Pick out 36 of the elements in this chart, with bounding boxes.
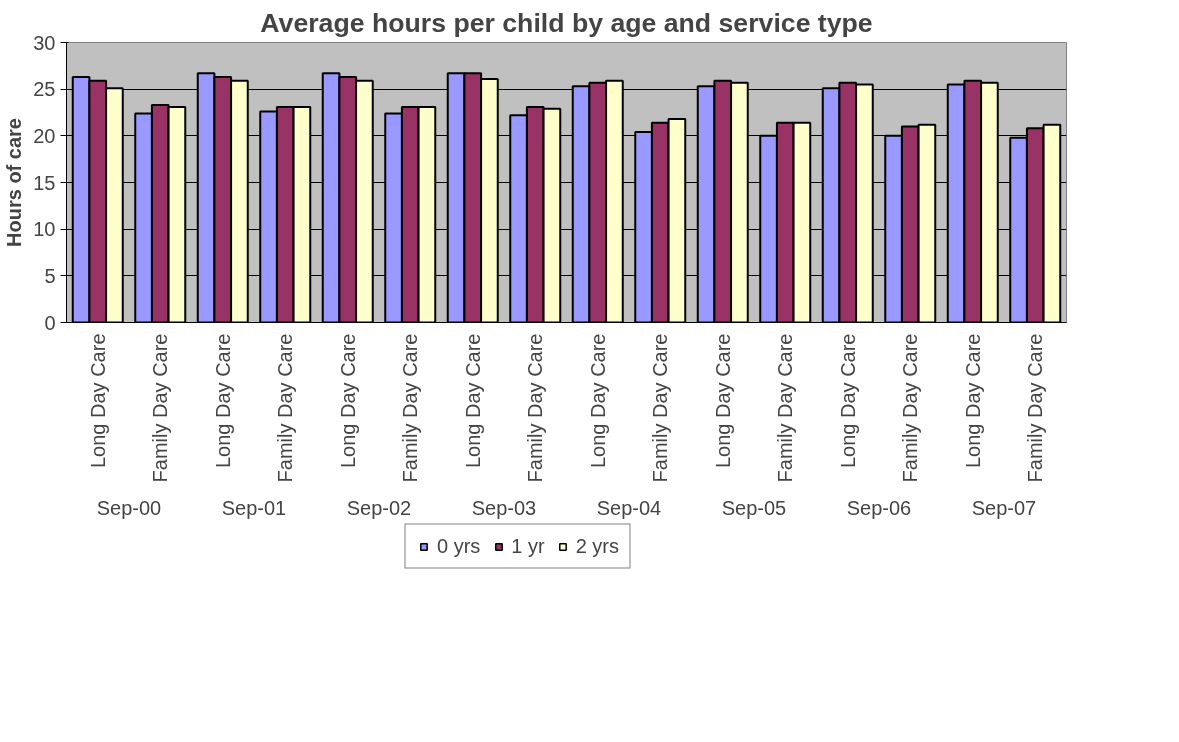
- text: Sep-00: [96, 496, 162, 519]
- x-tick-label: Family Day Care: [274, 333, 297, 483]
- x-tick-label: Long Day Care: [336, 333, 359, 469]
- x-tick-label: Family Day Care: [149, 333, 172, 483]
- x-tick-label: Family Day Care: [1024, 333, 1047, 483]
- x-tick-label: Family Day Care: [524, 333, 547, 483]
- x-tick-label: Long Day Care: [961, 333, 984, 469]
- x-tick-label: Long Day Care: [586, 333, 609, 469]
- x-tick-label: Family Day Care: [649, 333, 672, 483]
- x-tick-label: Family Day Care: [899, 333, 922, 483]
- legend-label: 2 yrs: [575, 534, 619, 558]
- y-tick-label: 15: [33, 171, 56, 194]
- legend-label: 1 yr: [511, 534, 545, 558]
- y-tick-label: 30: [33, 31, 56, 54]
- y-tick-label: 25: [33, 78, 56, 101]
- legend-label: 0 yrs: [436, 534, 481, 558]
- text: Sep-01: [221, 496, 287, 519]
- chart-title: Average hours per child by age and service type: [260, 7, 873, 38]
- x-tick-label: Long Day Care: [711, 333, 734, 469]
- y-tick-label: 10: [33, 218, 56, 241]
- x-tick-label: Long Day Care: [86, 333, 109, 469]
- y-tick-label: 20: [33, 124, 56, 147]
- text: Sep-04: [596, 496, 662, 519]
- x-tick-label: Family Day Care: [399, 333, 422, 483]
- x-tick-label: Long Day Care: [461, 333, 484, 469]
- text: Sep-05: [721, 496, 787, 519]
- x-tick-label: Long Day Care: [836, 333, 859, 469]
- x-tick-label: Long Day Care: [211, 333, 234, 469]
- x-tick-label: Family Day Care: [774, 333, 797, 483]
- text: Sep-06: [846, 496, 912, 519]
- y-tick-label: 0: [44, 311, 56, 334]
- y-axis-title: Hours of care: [3, 118, 26, 247]
- text: Sep-07: [971, 496, 1037, 519]
- text: Sep-03: [471, 496, 537, 519]
- y-tick-label: 5: [44, 264, 56, 287]
- text: Sep-02: [346, 496, 412, 519]
